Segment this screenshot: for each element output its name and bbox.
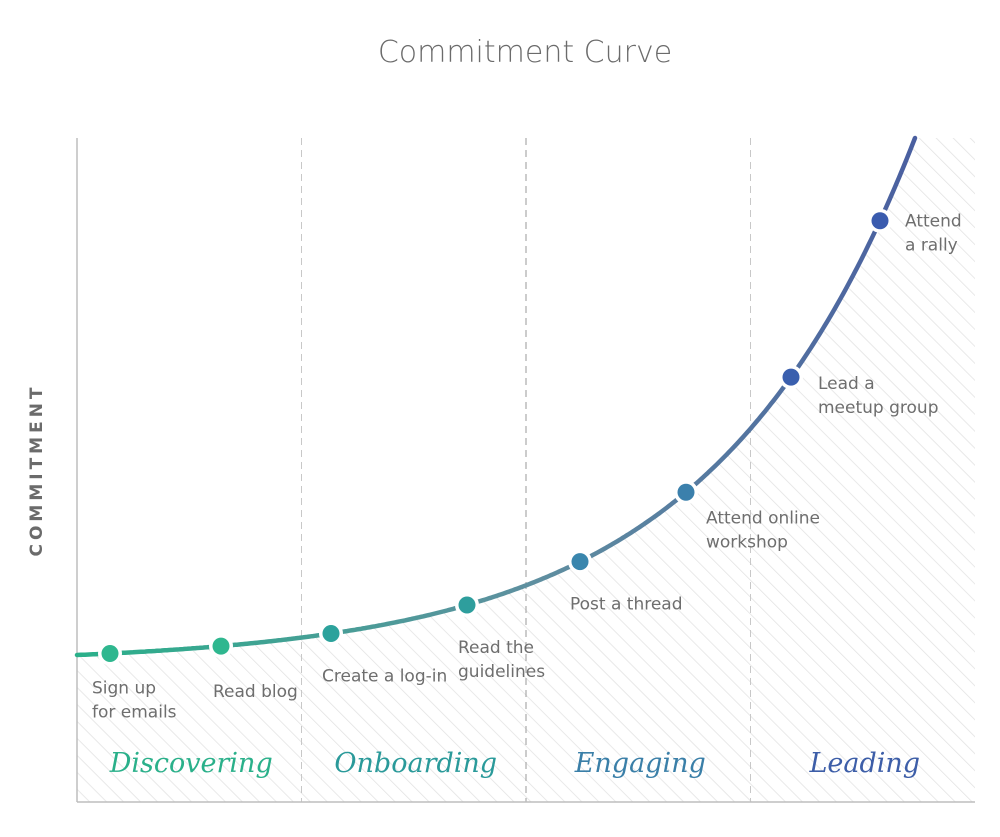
- data-point: [871, 212, 889, 230]
- point-label-line: a rally: [905, 236, 958, 256]
- point-label-line: Lead a: [818, 374, 875, 394]
- data-point: [101, 644, 119, 662]
- point-label-line: Attend online: [706, 508, 820, 528]
- point-label: Lead a meetup group: [818, 374, 939, 418]
- data-point: [677, 483, 695, 501]
- point-label-line: guidelines: [458, 662, 545, 682]
- point-label: Read the guidelines: [458, 638, 545, 682]
- phase-label: Engaging: [574, 748, 706, 779]
- phase-label: Onboarding: [334, 748, 497, 779]
- point-label: Attend online workshop: [706, 508, 820, 552]
- point-label: Attend a rally: [905, 212, 962, 256]
- phase-labels: Discovering Onboarding Engaging Leading: [109, 748, 920, 779]
- chart-title: Commitment Curve: [378, 35, 672, 70]
- point-label-line: meetup group: [818, 398, 939, 418]
- point-label-line: Attend: [905, 212, 962, 232]
- phase-label: Leading: [808, 748, 920, 779]
- point-label-line: Post a thread: [570, 595, 683, 615]
- point-label-line: Sign up: [92, 678, 156, 698]
- point-label-line: workshop: [706, 532, 788, 552]
- point-label: Read blog: [213, 682, 298, 702]
- point-label: Post a thread: [570, 595, 683, 615]
- point-label-line: Create a log-in: [322, 667, 447, 687]
- point-label: Sign up for emails: [92, 678, 177, 722]
- data-point: [212, 637, 230, 655]
- point-labels: Sign up for emails Read blog Create a log-i…: [92, 212, 962, 723]
- data-point: [782, 368, 800, 386]
- y-axis-label: COMMITMENT: [27, 383, 47, 556]
- point-label-line: Read the: [458, 638, 534, 658]
- chart-axes: [76, 138, 975, 803]
- phase-label: Discovering: [109, 748, 273, 779]
- data-point: [458, 596, 476, 614]
- point-label-line: for emails: [92, 702, 177, 722]
- data-point: [322, 625, 340, 643]
- phase-dividers: [301, 138, 751, 802]
- point-label: Create a log-in: [322, 667, 447, 687]
- data-points: [98, 208, 892, 666]
- point-label-line: Read blog: [213, 682, 298, 702]
- data-point: [571, 553, 589, 571]
